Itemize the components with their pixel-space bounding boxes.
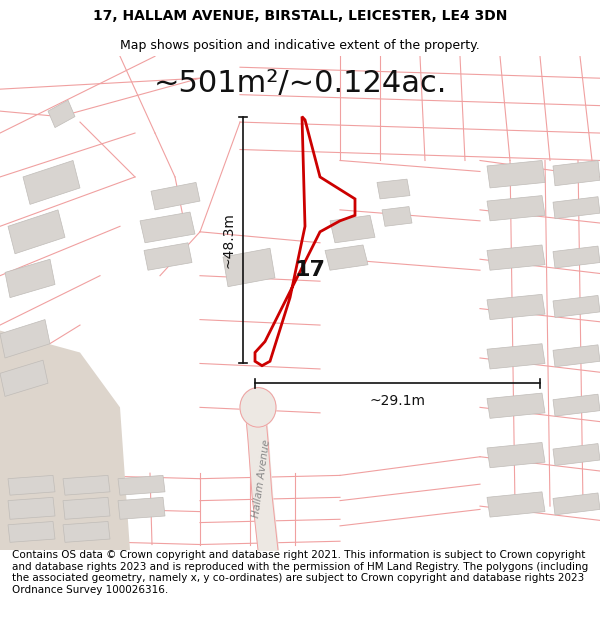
Polygon shape — [487, 393, 545, 418]
Polygon shape — [144, 242, 192, 270]
Polygon shape — [553, 444, 600, 466]
Polygon shape — [382, 207, 412, 226]
Polygon shape — [487, 492, 545, 517]
Text: ~501m²/~0.124ac.: ~501m²/~0.124ac. — [154, 69, 446, 98]
Polygon shape — [63, 521, 110, 542]
Text: ~48.3m: ~48.3m — [221, 212, 235, 268]
Polygon shape — [63, 476, 110, 495]
Polygon shape — [553, 246, 600, 268]
Polygon shape — [118, 498, 165, 519]
Polygon shape — [63, 498, 110, 519]
Polygon shape — [0, 319, 50, 358]
Polygon shape — [487, 196, 545, 221]
Polygon shape — [553, 161, 600, 186]
Polygon shape — [8, 476, 55, 495]
Polygon shape — [223, 248, 275, 287]
Polygon shape — [23, 161, 80, 204]
Polygon shape — [487, 294, 545, 319]
Polygon shape — [553, 394, 600, 416]
Polygon shape — [0, 331, 130, 550]
Text: 17: 17 — [295, 260, 325, 280]
Polygon shape — [377, 179, 410, 199]
Polygon shape — [8, 521, 55, 542]
Polygon shape — [487, 161, 545, 188]
Polygon shape — [151, 182, 200, 210]
Polygon shape — [118, 476, 165, 495]
Text: 17, HALLAM AVENUE, BIRSTALL, LEICESTER, LE4 3DN: 17, HALLAM AVENUE, BIRSTALL, LEICESTER, … — [93, 9, 507, 22]
Polygon shape — [140, 212, 195, 243]
Polygon shape — [487, 344, 545, 369]
Polygon shape — [5, 259, 55, 298]
Polygon shape — [0, 360, 48, 396]
Polygon shape — [325, 245, 368, 270]
Text: ~29.1m: ~29.1m — [370, 394, 425, 408]
Polygon shape — [487, 245, 545, 270]
Polygon shape — [8, 498, 55, 519]
Polygon shape — [553, 296, 600, 318]
Polygon shape — [8, 210, 65, 254]
Polygon shape — [48, 100, 75, 127]
Polygon shape — [553, 345, 600, 367]
Polygon shape — [330, 216, 375, 242]
Text: Map shows position and indicative extent of the property.: Map shows position and indicative extent… — [120, 39, 480, 52]
Circle shape — [240, 388, 276, 427]
Text: Hallam Avenue: Hallam Avenue — [251, 439, 272, 518]
Text: Contains OS data © Crown copyright and database right 2021. This information is : Contains OS data © Crown copyright and d… — [12, 550, 588, 595]
Polygon shape — [553, 493, 600, 515]
Polygon shape — [553, 197, 600, 219]
Polygon shape — [487, 442, 545, 468]
